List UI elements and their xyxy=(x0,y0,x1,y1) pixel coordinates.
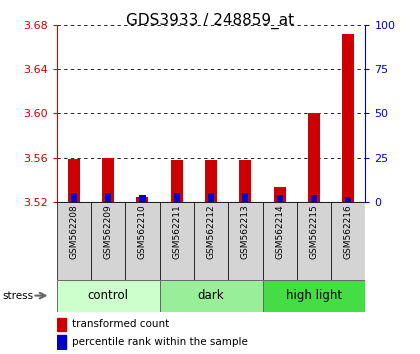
Text: percentile rank within the sample: percentile rank within the sample xyxy=(72,337,248,347)
Bar xyxy=(71,193,77,202)
Bar xyxy=(125,202,160,280)
Bar xyxy=(205,160,217,202)
Text: GSM562209: GSM562209 xyxy=(104,204,113,259)
Text: GSM562208: GSM562208 xyxy=(69,204,79,259)
Bar xyxy=(242,193,249,202)
Text: GSM562213: GSM562213 xyxy=(241,204,250,259)
Bar xyxy=(102,158,114,202)
Bar xyxy=(308,113,320,202)
Bar xyxy=(173,193,180,202)
Text: GSM562211: GSM562211 xyxy=(172,204,181,259)
Text: stress: stress xyxy=(2,291,33,301)
Text: dark: dark xyxy=(198,289,224,302)
Bar xyxy=(228,202,262,280)
Bar xyxy=(171,160,183,202)
Bar xyxy=(274,187,286,202)
Bar xyxy=(276,195,283,202)
Text: GSM562214: GSM562214 xyxy=(275,204,284,259)
Bar xyxy=(194,202,228,280)
Text: GDS3933 / 248859_at: GDS3933 / 248859_at xyxy=(126,12,294,29)
Bar xyxy=(345,198,352,202)
Bar xyxy=(57,280,160,312)
Bar xyxy=(139,195,146,202)
Bar xyxy=(57,318,66,331)
Text: GSM562215: GSM562215 xyxy=(310,204,318,259)
Bar xyxy=(208,193,214,202)
Text: GSM562212: GSM562212 xyxy=(207,204,215,259)
Bar xyxy=(160,280,262,312)
Bar xyxy=(331,202,365,280)
Bar xyxy=(239,160,251,202)
Text: transformed count: transformed count xyxy=(72,319,169,329)
Text: GSM562216: GSM562216 xyxy=(344,204,353,259)
Bar xyxy=(105,193,111,202)
Text: GSM562210: GSM562210 xyxy=(138,204,147,259)
Bar xyxy=(311,195,317,202)
Text: high light: high light xyxy=(286,289,342,302)
Bar xyxy=(262,280,365,312)
Bar xyxy=(262,202,297,280)
Bar xyxy=(68,159,80,202)
Bar xyxy=(91,202,125,280)
Bar xyxy=(297,202,331,280)
Bar xyxy=(57,202,91,280)
Text: control: control xyxy=(88,289,129,302)
Bar xyxy=(57,335,66,349)
Bar xyxy=(136,198,148,202)
Bar xyxy=(342,34,354,202)
Bar xyxy=(160,202,194,280)
